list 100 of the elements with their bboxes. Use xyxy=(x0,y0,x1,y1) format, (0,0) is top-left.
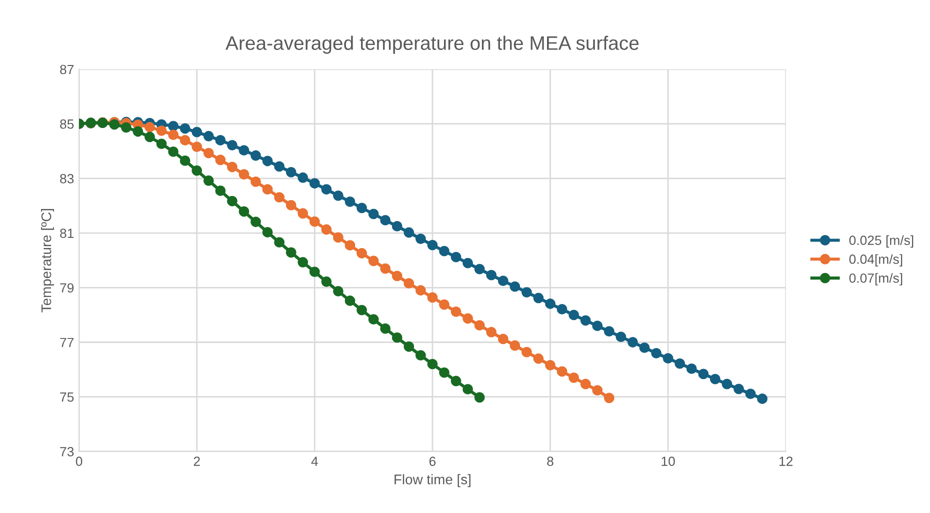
point xyxy=(439,299,450,310)
point xyxy=(203,130,214,142)
point xyxy=(274,161,285,172)
point xyxy=(698,368,709,380)
point xyxy=(427,240,438,250)
point xyxy=(309,178,320,189)
point xyxy=(545,360,556,370)
point xyxy=(321,184,332,195)
point xyxy=(333,232,344,243)
point xyxy=(462,384,473,394)
point xyxy=(439,367,450,378)
point xyxy=(415,234,426,244)
point xyxy=(380,263,391,274)
point xyxy=(156,138,167,149)
point xyxy=(568,310,580,320)
point xyxy=(333,286,344,296)
point xyxy=(427,292,438,303)
point xyxy=(392,332,402,343)
point xyxy=(321,276,332,287)
point xyxy=(298,208,308,219)
point xyxy=(486,270,497,280)
point xyxy=(757,394,768,404)
y-tick-label: 73 xyxy=(60,447,74,456)
point xyxy=(556,304,568,314)
point xyxy=(580,315,591,326)
point xyxy=(462,313,473,324)
point xyxy=(168,120,178,132)
point xyxy=(262,227,273,238)
point xyxy=(309,266,320,278)
point xyxy=(180,156,190,166)
point xyxy=(392,270,402,282)
point xyxy=(745,388,756,400)
x-tick-label: 4 xyxy=(311,456,318,466)
point xyxy=(533,292,544,304)
point xyxy=(144,132,155,142)
point xyxy=(156,125,167,136)
point xyxy=(450,252,462,262)
point xyxy=(427,358,438,370)
point xyxy=(215,135,226,146)
point xyxy=(592,385,603,396)
point xyxy=(498,276,508,286)
legend-label: 0.07[m/s] xyxy=(849,273,902,286)
point xyxy=(356,248,367,258)
point xyxy=(180,135,190,146)
point xyxy=(168,130,178,140)
point xyxy=(250,176,261,187)
point xyxy=(380,323,391,334)
point xyxy=(722,378,732,390)
point xyxy=(238,206,250,217)
point xyxy=(604,326,614,337)
point xyxy=(262,156,273,166)
y-tick-label: 85 xyxy=(60,119,74,129)
point xyxy=(168,146,178,157)
x-tick-label: 10 xyxy=(662,456,675,466)
point xyxy=(333,190,344,201)
point xyxy=(226,140,238,150)
y-tick-label: 77 xyxy=(60,338,74,348)
x-tick-label: 12 xyxy=(780,456,793,466)
point xyxy=(120,122,132,133)
point xyxy=(132,126,144,137)
point xyxy=(368,314,379,325)
x-tick-label: 2 xyxy=(194,456,200,466)
point xyxy=(628,337,638,348)
point xyxy=(274,192,285,202)
point xyxy=(309,216,320,227)
point xyxy=(286,200,296,210)
point xyxy=(580,378,591,390)
point xyxy=(651,348,662,358)
point xyxy=(404,227,414,238)
point xyxy=(710,374,720,384)
point xyxy=(298,172,308,183)
point xyxy=(474,264,485,274)
point xyxy=(344,196,356,207)
point xyxy=(474,392,485,403)
point xyxy=(450,376,462,386)
point xyxy=(368,208,379,220)
x-axis-title: Flow time [s] xyxy=(394,474,470,488)
point xyxy=(321,224,332,235)
x-tick-label: 6 xyxy=(429,456,436,466)
point xyxy=(674,358,686,369)
x-tick-label: 8 xyxy=(547,456,554,466)
point xyxy=(462,258,473,268)
point xyxy=(356,202,367,214)
point xyxy=(686,364,697,374)
y-axis-title: Temperature [ºC] xyxy=(41,209,54,312)
point xyxy=(262,184,273,195)
point xyxy=(510,340,520,351)
point xyxy=(238,169,250,180)
y-tick-label: 81 xyxy=(60,228,74,238)
point xyxy=(380,215,391,226)
y-tick-label: 75 xyxy=(60,392,74,402)
point xyxy=(226,196,238,206)
point xyxy=(734,384,744,394)
point xyxy=(415,285,426,296)
point xyxy=(192,126,202,138)
point xyxy=(486,326,497,338)
point xyxy=(226,162,238,172)
point xyxy=(510,281,520,292)
point xyxy=(521,287,532,298)
point xyxy=(215,186,226,196)
